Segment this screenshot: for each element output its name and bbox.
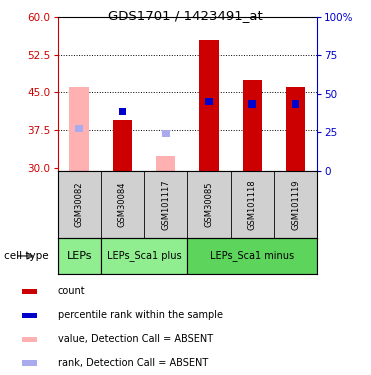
Text: GDS1701 / 1423491_at: GDS1701 / 1423491_at — [108, 9, 263, 22]
Bar — [292, 100, 299, 108]
Text: LEPs: LEPs — [66, 251, 92, 261]
Text: GSM30085: GSM30085 — [204, 182, 213, 227]
Bar — [119, 108, 126, 115]
Text: GSM30082: GSM30082 — [75, 182, 83, 227]
Text: GSM101117: GSM101117 — [161, 179, 170, 230]
Text: GSM101118: GSM101118 — [248, 179, 257, 230]
Bar — [22, 336, 37, 342]
Bar — [286, 87, 305, 171]
Bar — [162, 130, 170, 137]
Text: rank, Detection Call = ABSENT: rank, Detection Call = ABSENT — [58, 358, 208, 368]
Text: cell type: cell type — [4, 251, 48, 261]
Bar — [22, 360, 37, 366]
Bar — [199, 39, 219, 171]
Bar — [101, 238, 187, 274]
Bar — [156, 156, 175, 171]
Bar — [187, 238, 317, 274]
Bar — [69, 87, 89, 171]
Bar — [22, 313, 37, 318]
Text: LEPs_Sca1 plus: LEPs_Sca1 plus — [107, 251, 181, 261]
Text: value, Detection Call = ABSENT: value, Detection Call = ABSENT — [58, 334, 213, 344]
Text: GSM101119: GSM101119 — [291, 179, 300, 230]
Bar — [75, 125, 83, 132]
Bar — [113, 120, 132, 171]
Bar — [249, 100, 256, 108]
Text: LEPs_Sca1 minus: LEPs_Sca1 minus — [210, 251, 294, 261]
Bar — [58, 238, 101, 274]
Text: GSM30084: GSM30084 — [118, 182, 127, 227]
Bar — [243, 80, 262, 171]
Text: percentile rank within the sample: percentile rank within the sample — [58, 310, 223, 320]
Text: count: count — [58, 286, 85, 296]
Bar — [205, 98, 213, 105]
Bar — [22, 289, 37, 294]
